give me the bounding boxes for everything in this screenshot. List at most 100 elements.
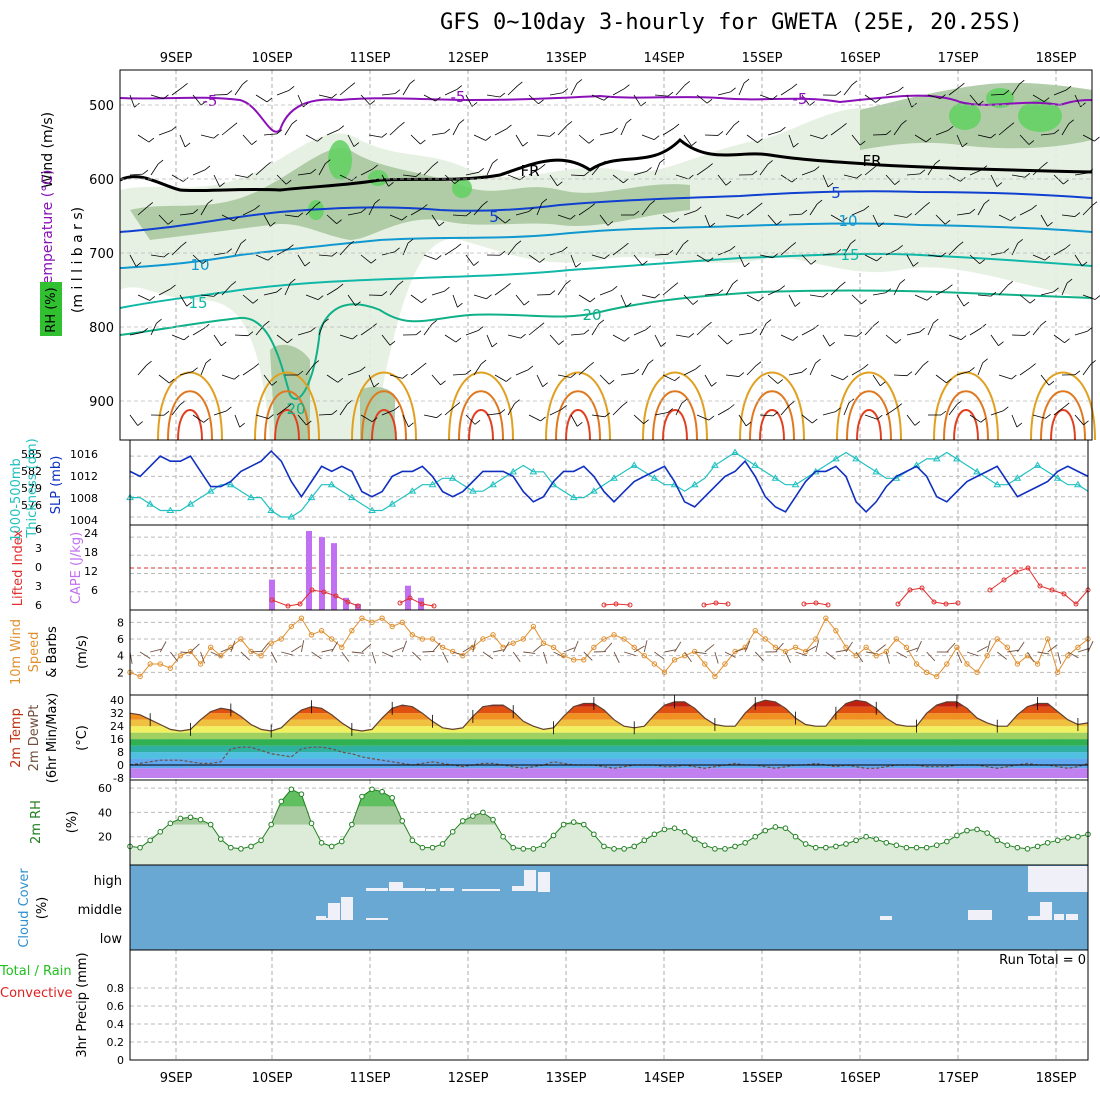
wind-barb-flag [371, 417, 378, 423]
lifted-index-line [897, 587, 959, 605]
wind-barb-flag [221, 341, 227, 347]
wind-barb-flag [1094, 136, 1100, 142]
wind-barb [200, 294, 214, 297]
wind-barb-flag [980, 417, 987, 423]
thickness-point [953, 454, 961, 462]
wind-speed-point [238, 636, 244, 642]
wind-barb [276, 89, 290, 96]
wind-barb [158, 130, 172, 136]
wind-barb-10m [452, 651, 465, 656]
wind-barb-flag [575, 262, 581, 268]
wind-barb-flag [338, 125, 345, 131]
wind-barb [536, 134, 550, 137]
wind-barb [137, 134, 150, 143]
wind-barb-flag [549, 132, 556, 137]
wind-barb [549, 408, 562, 416]
wind-barb-flag [660, 342, 667, 347]
wind-barb [360, 254, 372, 264]
wind-barb [318, 94, 332, 99]
wind-barb-flag [626, 118, 632, 124]
wind-barb-flag [297, 370, 304, 376]
thickness-point [973, 467, 981, 475]
wind-barb-flag [226, 90, 233, 95]
cape-tick: 6 [91, 584, 98, 597]
wind-barb [717, 249, 731, 256]
wind-barb [843, 402, 850, 416]
wind-barb-flag [717, 131, 724, 136]
date-label-bottom: 15SEP [742, 1071, 783, 1086]
rh2m-point [207, 821, 214, 828]
cloud-low-block [366, 918, 388, 920]
rh2m-point [490, 816, 496, 823]
wind-barb-flag [659, 158, 665, 164]
rh-high-spot [328, 140, 352, 180]
thickness-point [1074, 480, 1082, 488]
wind-barb [696, 167, 708, 176]
wind-speed-point [218, 652, 224, 659]
wind-barb-flag [707, 163, 713, 168]
wind-speed-point [802, 648, 809, 655]
wind-barb [360, 94, 371, 105]
wind-barb [536, 202, 543, 216]
wind-barb-flag [673, 123, 680, 129]
wind-speed-point [530, 623, 537, 630]
wind-speed-point [278, 636, 284, 642]
wind-barb [423, 165, 434, 176]
wind-barb-10m [321, 648, 334, 653]
wind-barb-flag [182, 83, 188, 88]
rh2m-point [984, 830, 990, 836]
wind-speed-point [671, 657, 678, 663]
lifted-index-point [895, 601, 901, 607]
wind-speed-point [1014, 661, 1021, 667]
wind-barb-flag [478, 167, 484, 173]
wind-barb-flag [984, 199, 990, 204]
wind-barb-flag [1003, 90, 1010, 95]
wind-barb-flag [297, 212, 304, 218]
wind-barb [830, 127, 842, 136]
wind-barb [536, 374, 544, 387]
wind-barb [452, 123, 460, 136]
thickness-point [872, 467, 881, 475]
wind-speed-point [1065, 652, 1071, 659]
wind-speed-point [379, 615, 385, 621]
wind-barb [830, 285, 841, 296]
wind-barb [129, 331, 143, 336]
wind-barb-flag [990, 133, 996, 139]
wind-barb [641, 204, 651, 216]
wind-barb-flag [205, 358, 212, 364]
rh2m-point [228, 844, 234, 851]
wind-barb-flag [684, 81, 690, 86]
wind-barb-flag [1031, 204, 1037, 210]
wind-barb-flag [314, 201, 321, 207]
wind-barb-flag [515, 240, 522, 246]
slp-tick: 1012 [70, 470, 98, 483]
wind-tick: 8 [117, 616, 124, 629]
wind-barb [1061, 282, 1068, 296]
wind-barb-flag [331, 410, 338, 415]
wind-barb-flag [353, 142, 360, 147]
wind-barb-flag [207, 199, 213, 205]
wind-barb-flag [897, 244, 903, 250]
wind-barb [759, 254, 773, 259]
wind-speed-point [167, 665, 174, 671]
thickness-point [569, 493, 578, 501]
li-tick: 3 [35, 542, 42, 555]
wind-barb-flag [336, 219, 342, 225]
wind-barb-flag [184, 142, 191, 148]
rh2m-point [833, 843, 839, 850]
wind-barb [977, 134, 991, 139]
cloud-high-block [462, 889, 500, 891]
wind-barb [213, 174, 221, 187]
wind-barb-flag [982, 358, 988, 364]
wind-barb-flag [420, 139, 426, 145]
wind-barb [599, 214, 609, 226]
wind-speed-point [137, 673, 143, 680]
wind-barb-flag [514, 399, 520, 405]
wind-barb [801, 94, 810, 106]
wind-barb-flag [794, 302, 801, 307]
wind-barb-flag [163, 410, 170, 416]
wind-barb-flag [304, 261, 311, 267]
isotherm-30-loop [458, 390, 504, 441]
upper-ytick-label: 800 [89, 321, 114, 336]
